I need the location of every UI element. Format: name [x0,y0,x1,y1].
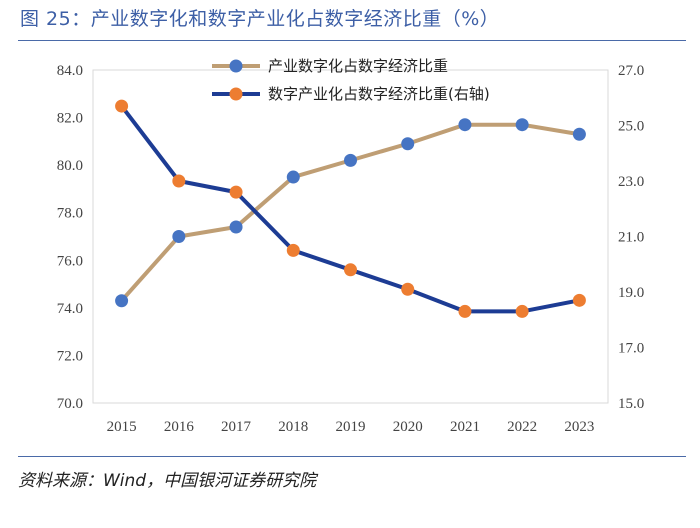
x-axis-tick-label: 2018 [278,419,308,435]
right-axis-tick-label: 23.0 [618,174,644,190]
series-2-point [172,174,186,188]
series-2-point [515,304,529,318]
series-1-point [172,230,186,243]
x-axis-tick-label: 2020 [393,419,423,435]
left-axis-tick-label: 74.0 [57,301,83,317]
line-chart: 70.0 72.0 74.0 76.0 78.0 80.0 82.0 84.0 15.0 17.… [57,57,645,435]
series-2-point [572,293,586,307]
series-1-legend-label: 产业数字化占数字经济比重 [268,57,448,75]
series-2-point [229,185,243,199]
series-1-point [286,170,300,184]
x-axis-tick-label: 2017 [221,419,252,435]
figure-title: 图 25：产业数字化和数字产业化占数字经济比重（%） [20,8,500,30]
series-2-point [401,282,415,296]
x-axis-tick-label: 2016 [164,419,195,435]
series-1-point [572,127,586,141]
x-axis-tick-label: 2023 [564,419,594,435]
right-axis-tick-label: 21.0 [618,230,644,246]
right-axis-tick-label: 17.0 [618,341,644,357]
series-1-legend-marker [229,59,243,73]
plot-area [92,69,609,404]
series-1-point [115,294,129,308]
left-axis-tick-label: 72.0 [57,348,83,364]
series-2-point [115,99,129,113]
right-axis-tick-label: 15.0 [618,396,644,412]
left-axis-tick-label: 84.0 [57,63,83,79]
left-axis-tick-label: 70.0 [57,396,83,412]
title-divider [18,40,686,41]
left-axis-tick-label: 80.0 [57,158,83,174]
left-axis-tick-label: 76.0 [57,253,83,269]
series-1-point [344,153,357,167]
left-axis-tick-label: 78.0 [57,206,83,222]
series-1-point [401,137,415,151]
series-2-point [458,304,472,318]
x-axis-tick-label: 2022 [507,419,537,435]
right-axis-tick-label: 19.0 [618,285,644,301]
series-2-point [286,243,300,257]
series-1-point [458,118,472,132]
series-2-line [120,104,580,314]
right-axis-tick-label: 25.0 [618,119,644,135]
left-axis-tick-label: 82.0 [57,111,83,127]
series-2-legend-label: 数字产业化占数字经济比重(右轴) [268,85,490,103]
series-2-legend-marker [229,87,243,101]
source-divider [18,456,686,457]
series-2-point [344,263,357,277]
x-axis-tick-label: 2019 [336,419,366,435]
x-axis-tick-label: 2021 [450,419,480,435]
x-axis-tick-label: 2015 [107,419,137,435]
source-note: 资料来源：Wind，中国银河证券研究院 [18,471,317,491]
series-1-point [515,118,529,132]
series-1-point [229,220,243,234]
right-axis-tick-label: 27.0 [618,63,644,79]
